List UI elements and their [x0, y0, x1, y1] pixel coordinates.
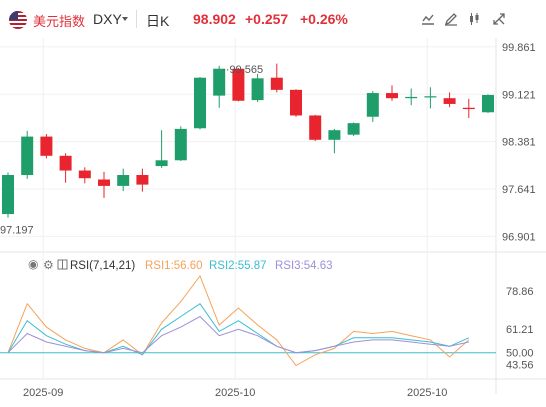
candle-body — [98, 179, 110, 186]
chevron-down-icon[interactable] — [122, 17, 128, 21]
candle-body — [213, 68, 226, 96]
candle-body — [290, 89, 302, 116]
chart-area[interactable]: 99.861 99.121 98.381 97.641 96.901 ··99.565 9… — [0, 38, 546, 407]
rsi-tick-label: 61.21 — [506, 324, 534, 336]
time-tick-label: 2025-09 — [23, 387, 63, 399]
candle-body — [251, 78, 264, 101]
candle-body — [136, 175, 149, 185]
candle-body — [347, 123, 360, 135]
price-tick-label: 96.901 — [502, 231, 536, 243]
rsi-tick-label: 78.86 — [506, 286, 534, 298]
candle-body — [309, 115, 322, 140]
us-flag-icon — [9, 11, 27, 29]
candle-body — [232, 68, 245, 101]
chart-annotations: ··99.565 97.197 — [0, 64, 263, 237]
candle-body — [174, 128, 187, 161]
time-tick-label: 2025-10 — [215, 387, 255, 399]
candle-body — [40, 136, 53, 156]
price-axis: 99.861 99.121 98.381 97.641 96.901 — [502, 42, 536, 244]
candlestick-series — [2, 63, 494, 218]
candle-body — [117, 175, 130, 186]
candle-body — [194, 77, 206, 129]
rsi3-legend: RSI3:54.63 — [275, 260, 333, 272]
line-chart-icon[interactable] — [418, 9, 438, 29]
candle-body — [21, 136, 34, 176]
candle-body — [482, 94, 494, 113]
candle-body — [462, 107, 475, 110]
index-name[interactable]: 美元指数 — [33, 14, 86, 29]
candle-body — [405, 96, 418, 99]
price-change-percent: +0.26% — [300, 11, 348, 27]
candle-body — [78, 170, 91, 179]
time-tick-label: 2025-10 — [407, 387, 447, 399]
price-tick-label: 99.861 — [502, 42, 536, 54]
rsi2-legend: RSI2:55.87 — [209, 260, 267, 272]
low-price-label: 97.197 — [0, 224, 34, 236]
candle-body — [386, 93, 398, 99]
time-axis: 2025-09 2025-10 2025-10 — [23, 387, 447, 399]
last-price: 98.902 — [193, 11, 236, 27]
fullscreen-icon[interactable] — [489, 9, 509, 29]
candle-body — [59, 155, 72, 171]
rsi-tick-label: 43.56 — [506, 359, 534, 371]
rsi-lines — [0, 274, 496, 367]
rsi1-legend: RSI1:56.60 — [145, 260, 203, 272]
period-selector[interactable]: 日K — [146, 13, 170, 29]
rsi-series-line-rsi3 — [7, 315, 469, 354]
candle-body — [270, 77, 283, 90]
candle-body — [155, 160, 168, 167]
price-tick-label: 97.641 — [502, 184, 536, 196]
price-tick-label: 98.381 — [502, 137, 536, 149]
candle-type-icon[interactable] — [464, 9, 484, 29]
rsi-indicator-label[interactable]: RSI(7,14,21) — [70, 260, 135, 272]
rsi-series-line-rsi1 — [7, 274, 470, 367]
price-tick-label: 99.121 — [502, 89, 536, 101]
divider — [136, 10, 137, 28]
draw-pen-icon[interactable] — [441, 9, 461, 29]
candle-body — [328, 130, 341, 140]
chart-header: 美元指数 DXY 日K 98.902 +0.257 +0.26% — [0, 0, 546, 38]
grid-lines — [0, 38, 546, 394]
candle-body — [2, 175, 14, 215]
rsi-legend: ◉ ⚙ RSI(7,14,21) RSI1:56.60 RSI2:55.87 R… — [28, 257, 333, 272]
high-price-label: ··99.565 — [222, 64, 263, 76]
candle-body — [443, 98, 456, 104]
rsi-tick-label: 50.00 — [506, 348, 534, 360]
settings-icon[interactable]: ⚙ — [43, 258, 54, 272]
candle-body — [366, 93, 379, 117]
eye-icon[interactable]: ◉ — [28, 257, 38, 271]
price-change: +0.257 — [245, 11, 289, 27]
symbol-selector[interactable]: DXY — [93, 11, 122, 27]
candle-body — [424, 96, 437, 98]
